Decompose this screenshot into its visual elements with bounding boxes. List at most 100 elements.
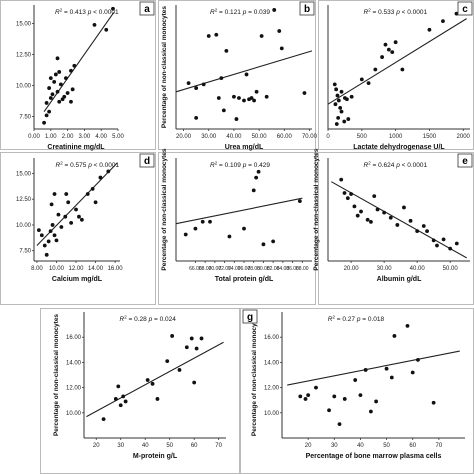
data-point xyxy=(194,86,199,90)
data-point xyxy=(72,63,77,68)
stats-annotation: R2 = 0.413 p < 0.0001 xyxy=(55,8,119,17)
data-point xyxy=(70,87,75,92)
panel-letter-box xyxy=(299,1,315,16)
data-point xyxy=(336,115,341,120)
y-axis-title: Percentage of non-classical monocytes xyxy=(53,314,60,436)
panel-b: 20.00 30.00 40.00 50.00 60.00 70.00 Urea mg/dL… xyxy=(161,1,318,151)
data-point xyxy=(333,102,338,107)
data-point xyxy=(408,218,413,223)
data-point xyxy=(358,393,363,398)
data-point xyxy=(64,192,69,196)
y-axis-title: Percentage of non-classical monocytes xyxy=(161,148,168,270)
panel-letter-box xyxy=(242,309,258,324)
data-point xyxy=(74,207,78,212)
x-tick-label: 40 xyxy=(357,443,364,449)
x-axis-title: Percentage of bone marrow plasma cells xyxy=(306,453,442,460)
data-point xyxy=(363,368,368,372)
data-point xyxy=(165,359,170,364)
y-axis-title: Percentage of non-classical monocytes xyxy=(251,314,258,436)
x-tick-label: 80.00 xyxy=(257,266,270,272)
data-point xyxy=(314,385,318,390)
data-point xyxy=(101,417,106,421)
data-point xyxy=(49,202,54,207)
data-point xyxy=(254,89,259,94)
data-point xyxy=(386,47,391,52)
panel-letter: b xyxy=(304,4,310,15)
data-point xyxy=(279,46,284,51)
y-axis-title: Percentage of non-classical monocytes xyxy=(313,148,320,270)
y-tick-label: 7.50 xyxy=(19,249,31,255)
y-tick-label: 14.00 xyxy=(264,360,280,366)
data-point xyxy=(232,94,236,99)
data-point xyxy=(353,378,358,382)
data-point xyxy=(249,96,254,100)
data-point xyxy=(52,192,57,196)
stats-annotation: R2 = 0.27 p = 0.018 xyxy=(328,315,385,324)
data-point xyxy=(47,86,52,90)
x-tick-label: 1.00 xyxy=(45,134,57,140)
data-point xyxy=(186,81,191,86)
data-point xyxy=(342,397,347,401)
data-point xyxy=(55,56,60,61)
data-point xyxy=(85,192,90,196)
data-point xyxy=(214,32,219,37)
data-point xyxy=(194,346,199,351)
panel-border xyxy=(0,0,156,150)
y-tick-label: 10.00 xyxy=(16,84,32,90)
data-point xyxy=(224,48,229,53)
x-tick-label: 86.00 xyxy=(286,266,299,272)
regression-line xyxy=(43,12,115,112)
data-point xyxy=(264,94,269,99)
x-tick-label: 1000 xyxy=(389,134,403,140)
data-point xyxy=(170,334,175,338)
data-point xyxy=(441,19,445,24)
data-point xyxy=(121,394,126,399)
data-point xyxy=(63,214,68,219)
data-point xyxy=(69,99,73,104)
panel-e: 20.00 30.00 40.00 50.00 Albumin g/dL Percenta… xyxy=(313,148,473,283)
regression-line xyxy=(175,50,313,93)
data-point xyxy=(42,243,47,248)
data-point xyxy=(349,94,354,99)
x-tick-label: 3.00 xyxy=(79,134,91,140)
x-tick-label: 66.00 xyxy=(189,266,202,272)
data-point xyxy=(334,87,339,92)
data-point xyxy=(454,241,459,246)
data-point xyxy=(272,8,277,12)
data-point xyxy=(297,199,302,204)
data-point xyxy=(50,92,55,97)
x-tick-label: 40.00 xyxy=(226,134,242,140)
x-axis-title: Albumin g/dL xyxy=(377,276,422,283)
x-tick-label: 50.00 xyxy=(443,266,459,272)
x-tick-label: 60 xyxy=(191,443,198,449)
data-point xyxy=(199,336,204,341)
data-point xyxy=(145,378,150,382)
x-tick-label: 74.00 xyxy=(228,266,241,272)
data-point xyxy=(44,252,49,257)
x-tick-label: 68.00 xyxy=(199,266,212,272)
data-point xyxy=(431,238,436,243)
y-tick-label: 16.00 xyxy=(66,335,82,341)
data-point xyxy=(402,205,406,210)
x-tick-label: 70.00 xyxy=(302,134,318,140)
data-point xyxy=(69,68,73,73)
data-point xyxy=(244,72,249,77)
y-tick-label: 12.00 xyxy=(264,386,280,392)
y-tick-label: 7.50 xyxy=(19,115,31,121)
x-tick-label: 30.00 xyxy=(201,134,217,140)
data-point xyxy=(201,82,206,87)
data-point xyxy=(79,217,84,222)
data-point xyxy=(106,169,111,174)
data-point xyxy=(194,115,199,120)
x-tick-label: 500 xyxy=(357,134,368,140)
data-point xyxy=(303,397,308,401)
data-point xyxy=(368,409,373,414)
panel-letter: c xyxy=(462,4,468,15)
data-point xyxy=(271,239,276,244)
data-point xyxy=(52,233,57,238)
x-tick-label: 76.00 xyxy=(238,266,251,272)
x-tick-label: 16.00 xyxy=(108,266,124,272)
data-point xyxy=(388,215,393,220)
y-tick-label: 15.00 xyxy=(16,171,32,177)
x-tick-label: 5.00 xyxy=(112,134,124,140)
